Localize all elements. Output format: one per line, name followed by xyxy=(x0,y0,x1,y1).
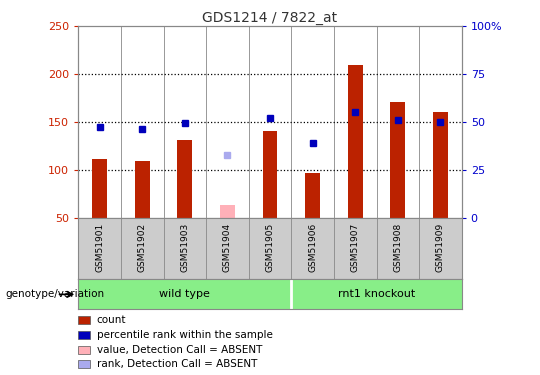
Text: count: count xyxy=(97,315,126,325)
Title: GDS1214 / 7822_at: GDS1214 / 7822_at xyxy=(202,11,338,25)
Bar xyxy=(262,132,278,218)
Bar xyxy=(135,161,150,218)
Bar xyxy=(177,140,192,218)
Text: rank, Detection Call = ABSENT: rank, Detection Call = ABSENT xyxy=(97,359,257,369)
Text: GSM51902: GSM51902 xyxy=(138,222,147,272)
Text: percentile rank within the sample: percentile rank within the sample xyxy=(97,330,273,340)
Text: genotype/variation: genotype/variation xyxy=(5,290,105,299)
Bar xyxy=(78,279,291,309)
Bar xyxy=(92,159,107,218)
Text: GSM51909: GSM51909 xyxy=(436,222,445,272)
Text: GSM51905: GSM51905 xyxy=(266,222,274,272)
Bar xyxy=(305,172,320,217)
Bar xyxy=(433,112,448,218)
Text: GSM51903: GSM51903 xyxy=(180,222,190,272)
Bar xyxy=(220,205,235,218)
Text: wild type: wild type xyxy=(159,290,210,299)
Text: rnt1 knockout: rnt1 knockout xyxy=(338,290,415,299)
Bar xyxy=(390,102,405,217)
Bar xyxy=(291,279,462,309)
Bar xyxy=(348,64,363,218)
Text: GSM51901: GSM51901 xyxy=(95,222,104,272)
Text: GSM51904: GSM51904 xyxy=(223,222,232,272)
Text: GSM51906: GSM51906 xyxy=(308,222,317,272)
Text: GSM51907: GSM51907 xyxy=(350,222,360,272)
Text: GSM51908: GSM51908 xyxy=(393,222,402,272)
Text: value, Detection Call = ABSENT: value, Detection Call = ABSENT xyxy=(97,345,262,355)
